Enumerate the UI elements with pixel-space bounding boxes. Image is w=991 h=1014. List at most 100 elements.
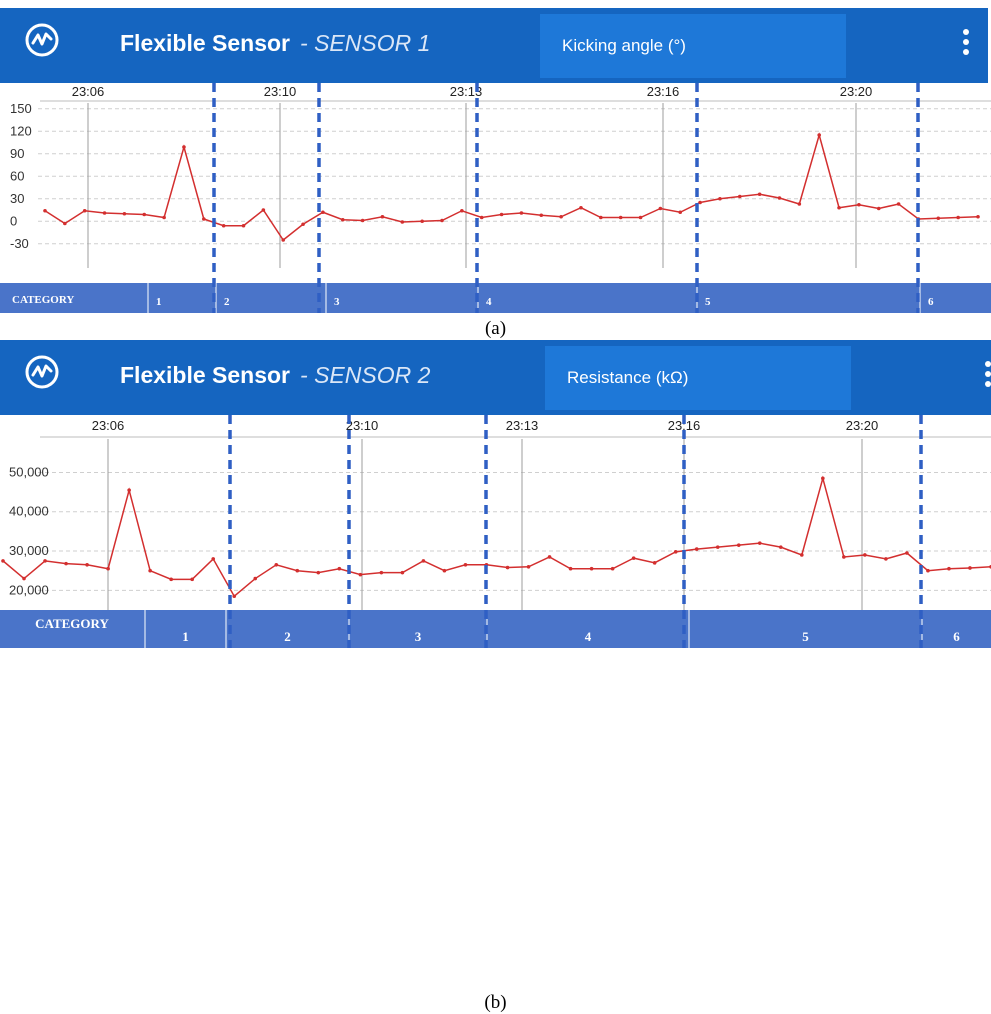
data-point — [499, 212, 504, 217]
y-tick-label: 90 — [10, 146, 24, 161]
data-point — [463, 563, 468, 567]
data-point — [568, 566, 573, 571]
figure-caption: (a) — [484, 318, 507, 339]
x-tick-label: 23:06 — [92, 418, 125, 433]
data-point — [127, 488, 131, 492]
data-point — [85, 563, 89, 567]
data-point — [863, 553, 867, 557]
panel-sensor-2: Flexible Sensor - SENSOR 2 Resistance (kΩ… — [0, 340, 991, 1013]
data-point — [589, 566, 594, 571]
data-point — [505, 565, 510, 570]
data-point — [896, 202, 901, 206]
data-point — [190, 577, 194, 582]
x-tick-label: 23:20 — [846, 418, 879, 433]
data-point — [926, 568, 930, 573]
data-point — [102, 211, 107, 215]
data-point — [526, 564, 531, 569]
data-point — [169, 577, 173, 582]
sensor-logo-icon — [25, 355, 59, 389]
data-point — [673, 550, 678, 554]
data-point — [715, 545, 720, 549]
data-point — [43, 208, 47, 213]
data-point — [274, 563, 279, 567]
data-point — [63, 221, 67, 226]
data-point — [638, 215, 643, 220]
category-label: 3 — [415, 629, 422, 644]
category-label: 1 — [156, 296, 162, 308]
data-point — [736, 543, 741, 547]
data-point — [547, 555, 552, 559]
data-point — [698, 200, 702, 205]
data-point — [241, 223, 246, 228]
data-point — [301, 222, 305, 227]
y-tick-label: -30 — [10, 236, 29, 251]
data-point — [559, 214, 563, 219]
data-point — [876, 206, 881, 211]
data-point — [837, 205, 841, 210]
data-point — [777, 196, 782, 200]
chart-kicking-angle: 150 120 90 60 30 0 -30 23:06 23:10 23:13 23:16 23:2… — [0, 83, 991, 313]
category-label: 4 — [486, 296, 492, 308]
category-label: 1 — [182, 629, 189, 644]
data-point — [211, 557, 216, 561]
data-point — [1, 559, 5, 563]
data-point — [658, 206, 663, 211]
data-point — [162, 215, 166, 220]
data-point — [337, 566, 342, 571]
data-point — [316, 570, 321, 575]
category-bar — [0, 610, 991, 648]
data-point — [718, 196, 722, 201]
y-tick-label: 30,000 — [9, 543, 49, 558]
category-label: 5 — [705, 296, 711, 308]
y-tick-label: 50,000 — [9, 464, 49, 479]
more-vert-icon[interactable] — [962, 28, 970, 56]
data-point — [817, 133, 821, 137]
y-tick-label: 20,000 — [9, 582, 49, 597]
category-label: 6 — [953, 629, 960, 644]
x-tick-label: 23:13 — [450, 84, 483, 99]
x-tick-label: 23:06 — [72, 84, 105, 99]
data-point — [460, 208, 464, 213]
data-point — [202, 217, 206, 221]
data-point — [106, 566, 110, 571]
category-label: 4 — [585, 629, 592, 644]
data-point — [22, 576, 26, 581]
data-point — [694, 547, 699, 551]
data-point — [821, 476, 825, 481]
data-point — [678, 210, 683, 215]
data-point — [379, 570, 384, 575]
data-point — [757, 541, 762, 545]
data-point — [221, 223, 226, 228]
data-point — [360, 218, 365, 223]
more-vert-icon[interactable] — [984, 360, 991, 388]
data-point — [261, 208, 266, 212]
data-point — [43, 559, 47, 563]
data-point — [936, 216, 941, 221]
data-point — [968, 566, 972, 570]
data-point — [64, 561, 68, 566]
category-bar — [0, 283, 991, 313]
sensor-label: - SENSOR 2 — [300, 362, 431, 388]
data-point — [778, 545, 783, 549]
x-tick-label: 23:16 — [647, 84, 680, 99]
y-tick-label: 60 — [10, 168, 24, 183]
metric-selector[interactable]: Kicking angle (°) — [540, 14, 846, 78]
data-point — [440, 218, 444, 223]
data-point — [400, 570, 405, 575]
data-point — [358, 572, 363, 577]
data-point — [579, 205, 583, 210]
category-label: 2 — [284, 629, 291, 644]
data-point — [380, 214, 385, 219]
data-point — [905, 551, 909, 555]
data-point — [797, 202, 802, 206]
data-point — [295, 568, 300, 573]
data-point — [142, 212, 147, 217]
data-point — [321, 210, 325, 215]
category-header: CATEGORY — [35, 616, 109, 631]
data-point — [599, 215, 603, 220]
x-tick-label: 23:10 — [264, 84, 297, 99]
category-header: CATEGORY — [12, 294, 74, 306]
metric-selector[interactable]: Resistance (kΩ) — [545, 346, 851, 410]
data-point — [232, 594, 237, 599]
data-point — [400, 220, 405, 224]
